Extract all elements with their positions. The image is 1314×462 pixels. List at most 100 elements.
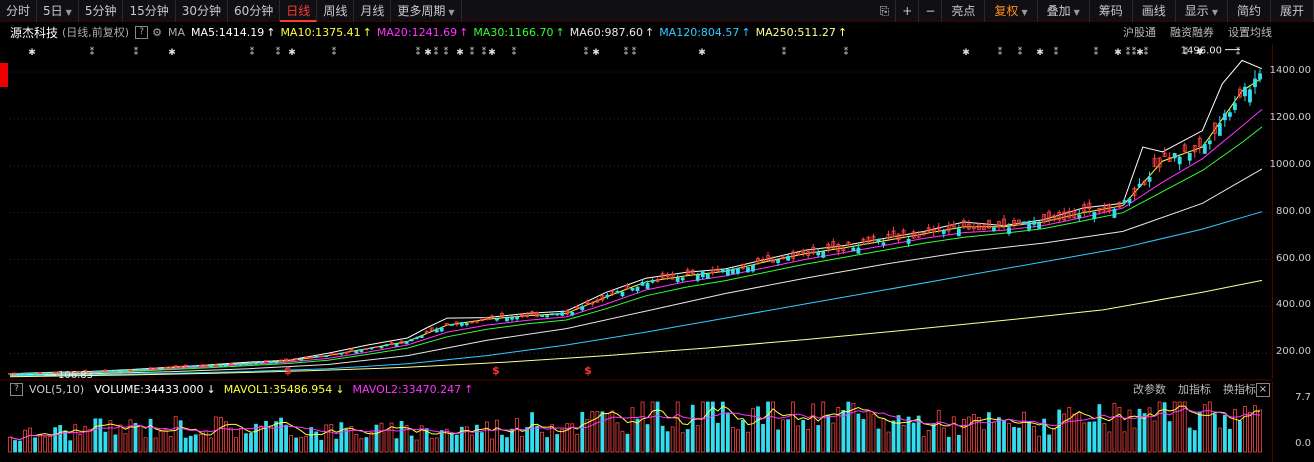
- tab-period-5[interactable]: 60分钟: [228, 0, 281, 22]
- info-menu-item[interactable]: 设置均线: [1228, 26, 1272, 39]
- toolbar-button-5[interactable]: 显示 ▼: [1176, 0, 1228, 22]
- volume-bar: [951, 416, 956, 453]
- toolbar-button-1[interactable]: 复权 ▼: [985, 0, 1038, 22]
- event-marker[interactable]: ⁑: [416, 46, 421, 58]
- event-marker[interactable]: ⁑: [512, 46, 517, 58]
- toolbar-button-label: 展开: [1279, 4, 1304, 18]
- candle-body: [1017, 219, 1021, 226]
- event-marker[interactable]: ⁑: [482, 46, 487, 58]
- toolbar-button-4[interactable]: 画线: [1133, 0, 1176, 22]
- gear-icon[interactable]: ⚙: [152, 26, 162, 39]
- volume-bar: [992, 421, 996, 453]
- minus-icon[interactable]: −: [919, 0, 943, 22]
- event-marker[interactable]: ✱: [488, 48, 496, 58]
- tab-period-8[interactable]: 月线: [354, 0, 392, 22]
- event-marker[interactable]: ✱: [28, 48, 36, 58]
- event-marker[interactable]: ⁑: [844, 46, 849, 58]
- ma-text: MA120:804.57: [659, 26, 740, 39]
- event-marker[interactable]: ✱: [456, 48, 464, 58]
- dividend-marker[interactable]: $: [492, 364, 500, 377]
- event-marker[interactable]: ⁑: [1054, 46, 1059, 58]
- event-marker[interactable]: ⁑: [1236, 46, 1241, 58]
- candle-body: [208, 365, 213, 367]
- chevron-down-icon: ▼: [65, 8, 72, 17]
- event-marker[interactable]: ⁑: [1144, 46, 1149, 58]
- tab-period-3[interactable]: 15分钟: [123, 0, 176, 22]
- candle-body: [961, 220, 966, 228]
- event-marker[interactable]: ⁑: [276, 46, 281, 58]
- lock-icon[interactable]: ⎘: [874, 0, 897, 22]
- candle-body: [931, 229, 936, 233]
- vol-menu-item[interactable]: 加指标: [1178, 383, 1211, 396]
- tab-period-9[interactable]: 更多周期 ▼: [391, 0, 462, 22]
- event-marker[interactable]: ✱: [1136, 48, 1144, 58]
- event-marker[interactable]: ✱: [1036, 48, 1044, 58]
- event-marker[interactable]: ⁑: [624, 46, 629, 58]
- dividend-marker[interactable]: $: [584, 364, 592, 377]
- tab-period-2[interactable]: 5分钟: [79, 0, 124, 22]
- volume-bar: [349, 426, 354, 453]
- volume-bar: [1222, 414, 1227, 453]
- event-marker[interactable]: ✱: [1114, 48, 1122, 58]
- vol-help-icon[interactable]: ?: [10, 383, 23, 396]
- help-icon[interactable]: ?: [135, 26, 149, 39]
- event-marker[interactable]: ✱: [698, 48, 706, 58]
- candle-body: [685, 269, 690, 276]
- event-marker[interactable]: ⁑: [1132, 46, 1137, 58]
- event-marker[interactable]: ✱: [1196, 48, 1204, 58]
- close-icon[interactable]: ×: [1256, 383, 1270, 397]
- event-marker[interactable]: ⁑: [1018, 46, 1023, 58]
- dividend-marker[interactable]: $: [284, 364, 292, 377]
- candle-body: [992, 227, 996, 232]
- event-marker[interactable]: ✱: [168, 48, 176, 58]
- volume-bar: [580, 411, 585, 453]
- volume-bar: [1167, 421, 1172, 453]
- event-marker[interactable]: ⁑: [632, 46, 637, 58]
- info-menu-item[interactable]: 融资融券: [1170, 26, 1214, 39]
- volume-bar: [178, 420, 183, 453]
- volume-bar: [1172, 401, 1177, 453]
- candle-body: [946, 225, 951, 232]
- kline-chart[interactable]: ✱ ⁑ ⁑ ✱ ⁑ ⁑ ✱ ⁑ ⁑ ✱ ⁑ ⁑ ✱ ⁑ ⁑ ✱ ⁑ ⁑ ✱ ⁑ ⁑ ✱ ⁑ ⁑ ✱ ⁑ ⁑ ✱ ⁑ ⁑ ✱ ⁑ ⁑ ✱ ⁑ ⁑ ✱ ⁑$ $…: [0, 0, 1272, 462]
- event-marker[interactable]: ⁑: [444, 46, 449, 58]
- event-marker[interactable]: ⁑: [1126, 46, 1131, 58]
- event-marker[interactable]: ✱: [424, 48, 432, 58]
- event-marker[interactable]: ⁑: [90, 46, 95, 58]
- event-marker[interactable]: ✱: [962, 48, 970, 58]
- volume-bar: [821, 401, 826, 453]
- info-menu-item[interactable]: 沪股通: [1123, 26, 1156, 39]
- event-marker[interactable]: ⁑: [1094, 46, 1099, 58]
- tab-period-7[interactable]: 周线: [317, 0, 355, 22]
- event-marker[interactable]: ⁑: [250, 46, 255, 58]
- event-marker[interactable]: ⁑: [998, 46, 1003, 58]
- event-marker[interactable]: ✱: [288, 48, 296, 58]
- volume-bar: [1187, 427, 1192, 453]
- plus-icon[interactable]: +: [896, 0, 920, 22]
- price-tick-label: 200.00: [1276, 346, 1311, 358]
- event-marker[interactable]: ⁑: [134, 46, 139, 58]
- candle-body: [1202, 143, 1207, 154]
- event-marker[interactable]: ⁑: [584, 46, 589, 58]
- tab-period-1[interactable]: 5日 ▼: [37, 0, 79, 22]
- event-marker[interactable]: ⁑: [470, 46, 475, 58]
- toolbar-button-6[interactable]: 简约: [1228, 0, 1271, 22]
- vol-menu-item[interactable]: 换指标: [1223, 383, 1256, 396]
- toolbar-button-3[interactable]: 筹码: [1090, 0, 1133, 22]
- toolbar-button-2[interactable]: 叠加 ▼: [1038, 0, 1090, 22]
- vol-menu-item[interactable]: 改参数: [1133, 383, 1166, 396]
- event-marker[interactable]: ✱: [592, 48, 600, 58]
- candle-body: [249, 362, 253, 365]
- toolbar-button-0[interactable]: 亮点: [942, 0, 986, 22]
- toolbar-button-7[interactable]: 展开: [1271, 0, 1314, 22]
- tab-period-0[interactable]: 分时: [0, 0, 38, 22]
- event-marker[interactable]: ⁑: [782, 46, 787, 58]
- event-marker[interactable]: ⁑: [332, 46, 337, 58]
- candle-body: [1117, 201, 1122, 208]
- volume-bar: [600, 411, 605, 453]
- tab-period-6[interactable]: 日线: [280, 0, 318, 22]
- event-marker[interactable]: ⁑: [1184, 46, 1189, 58]
- volume-bar: [374, 424, 379, 453]
- tab-period-4[interactable]: 30分钟: [176, 0, 229, 22]
- event-marker[interactable]: ⁑: [434, 46, 439, 58]
- volume-bar: [615, 422, 620, 453]
